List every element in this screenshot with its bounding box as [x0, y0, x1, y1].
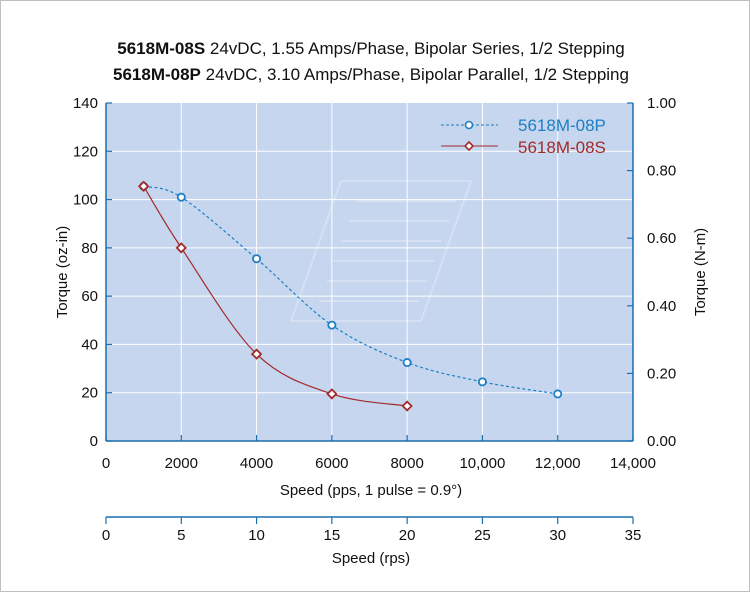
legend-label-08p: 5618M-08P — [518, 116, 606, 135]
x-tick-label-4: 8000 — [390, 455, 423, 472]
y-left-tick-label-4: 80 — [81, 240, 98, 257]
x-tick-label-7: 14,000 — [610, 455, 656, 472]
legend-item-08s: 5618M-08S — [441, 138, 606, 157]
point-5618m-08p-4 — [402, 358, 412, 368]
x-secondary-tick-label-2: 10 — [248, 527, 265, 544]
y-right-tick-label-2: 0.40 — [647, 298, 676, 315]
x-tick-label-5: 10,000 — [459, 455, 505, 472]
y-left-tick-label-2: 40 — [81, 336, 98, 353]
point-5618m-08s-3 — [326, 388, 338, 400]
point-5618m-08p-5 — [477, 377, 487, 387]
point-5618m-08s-0 — [137, 180, 150, 192]
x-axis-label: Speed (pps, 1 pulse = 0.9°) — [280, 482, 462, 499]
y-right-tick-label-5: 1.00 — [647, 95, 676, 112]
point-5618m-08p-6 — [553, 389, 563, 399]
point-5618m-08s-4 — [401, 400, 413, 412]
tick-labels: 0 2000 4000 6000 8000 10,000 12,000 14,000 0 20 40… — [73, 95, 676, 544]
x-secondary-tick-label-3: 15 — [324, 527, 341, 544]
point-5618m-08s-1 — [175, 242, 187, 254]
series-markers — [137, 180, 563, 412]
axes — [105, 102, 634, 524]
x-tick-label-2: 4000 — [240, 455, 273, 472]
x-secondary-tick-label-7: 35 — [625, 527, 642, 544]
chart-title-line-1: 5618M-08S 24vDC, 1.55 Amps/Phase, Bipola… — [117, 39, 624, 58]
y-axis-left-label: Torque (oz-in) — [54, 226, 71, 319]
y-left-tick-label-5: 100 — [73, 192, 98, 209]
y-right-tick-label-4: 0.80 — [647, 163, 676, 180]
legend: 5618M-08P 5618M-08S — [441, 116, 606, 157]
x-tick-label-3: 6000 — [315, 455, 348, 472]
x-secondary-tick-label-6: 30 — [549, 527, 566, 544]
point-5618m-08p-3 — [327, 320, 337, 330]
y-left-tick-label-1: 20 — [81, 385, 98, 402]
chart-title-line-2: 5618M-08P 24vDC, 3.10 Amps/Phase, Bipola… — [113, 65, 629, 84]
point-5618m-08s-2 — [250, 348, 263, 360]
y-left-tick-label-6: 120 — [73, 143, 98, 160]
y-axis-right-label: Torque (N-m) — [692, 228, 709, 316]
plot-area — [106, 103, 633, 441]
y-left-tick-label-7: 140 — [73, 95, 98, 112]
legend-item-08p: 5618M-08P — [441, 116, 606, 135]
legend-marker-08p — [464, 120, 474, 130]
legend-label-08s: 5618M-08S — [518, 138, 606, 157]
x-secondary-tick-label-4: 20 — [399, 527, 416, 544]
x-tick-label-0: 0 — [102, 455, 110, 472]
point-5618m-08p-1 — [176, 192, 186, 202]
x-axis-secondary-label: Speed (rps) — [332, 550, 410, 567]
x-tick-label-1: 2000 — [165, 455, 198, 472]
y-left-tick-label-3: 60 — [81, 288, 98, 305]
point-5618m-08p-2 — [252, 254, 262, 264]
y-right-tick-label-3: 0.60 — [647, 230, 676, 247]
y-left-tick-label-0: 0 — [90, 433, 98, 450]
legend-marker-08s — [463, 140, 475, 152]
x-secondary-tick-label-0: 0 — [102, 527, 110, 544]
x-tick-label-6: 12,000 — [535, 455, 581, 472]
watermark-logo — [289, 180, 473, 322]
y-right-tick-label-1: 0.20 — [647, 365, 676, 382]
x-secondary-tick-label-5: 25 — [474, 527, 491, 544]
y-right-tick-label-0: 0.00 — [647, 433, 676, 450]
grid-lines — [106, 103, 633, 441]
x-secondary-tick-label-1: 5 — [177, 527, 185, 544]
